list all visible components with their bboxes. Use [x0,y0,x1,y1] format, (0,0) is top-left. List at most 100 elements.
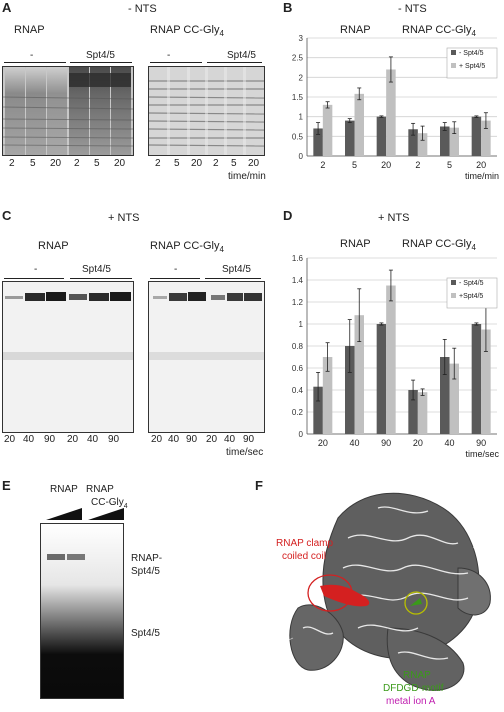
legend-swatch [451,293,456,298]
panel-a-right-minus: - [167,50,171,61]
bar [408,129,418,156]
bar [322,104,333,156]
panel-c-label: C [2,208,12,223]
panel-c-left-spt: Spt4/5 [82,264,111,275]
legend-swatch [451,63,456,68]
label-motif-2: DFDGD-motif [383,683,444,694]
panel-a-right-spt-bar [207,62,262,63]
panel-e-wedges [46,508,124,520]
y-tick-label: 0.6 [292,364,304,373]
y-tick-label: 1 [299,113,304,122]
y-tick-label: 2 [299,73,304,82]
lane-label: 90 [243,434,255,445]
bar [481,329,491,434]
chart-d: 00.20.40.60.811.21.41.620 40 90 20 40 90time/… [292,254,500,459]
gel-e [40,523,124,699]
bar [376,116,387,156]
legend-swatch [451,280,456,285]
concentration-wedge-1 [46,508,82,520]
gel-a-right [148,66,265,156]
x-tick-label: 90 [476,438,486,448]
panel-a-label: A [2,0,12,15]
concentration-wedge-2 [88,508,124,520]
bar [345,120,355,156]
lane-label: 5 [174,158,180,169]
panel-b-label: B [283,0,293,15]
active-site-circle [404,591,428,615]
panel-c-left-minus: - [34,264,38,275]
x-tick-label: 40 [349,438,359,448]
clamp-coiled-coil-helix [320,584,370,607]
bar [440,357,450,434]
gel-a-right-image [149,67,264,155]
panel-d-group-1: RNAP [340,238,371,250]
lane-label: 2 [213,158,219,169]
lane-label: 40 [168,434,180,445]
bar [440,126,450,156]
bar [449,127,459,156]
x-tick-label: 20 [381,160,391,170]
panel-c-left-title: RNAP [38,240,69,252]
bar [376,324,387,434]
panel-a-left-minus: - [30,50,34,61]
label-clamp-1: RNAP clamp [276,538,334,549]
lane-label: 20 [151,434,163,445]
lane-label: 5 [231,158,237,169]
gel-c-left [2,281,134,433]
gel-c-left-image [3,282,133,432]
bar [481,120,491,156]
bar [354,315,364,434]
lane-label: 20 [4,434,16,445]
bar [417,133,428,156]
panel-a-right-spt: Spt4/5 [227,50,256,61]
legend-label: - Spt4/5 [459,280,484,287]
x-axis-label: time/sec [465,449,499,459]
x-tick-label: 90 [381,438,391,448]
panel-c-left-spt-bar [70,278,132,279]
panel-d-label: D [283,208,293,223]
panel-d-condition: + NTS [378,212,410,224]
label-motif-1: RNAP [403,670,431,681]
panel-a-condition: - NTS [128,3,157,15]
bar [449,363,459,434]
lane-label: 40 [224,434,236,445]
panel-c-condition: + NTS [108,212,140,224]
lane-label: 5 [94,158,100,169]
x-tick-label: 2 [320,160,325,170]
lane-label: 20 [114,158,126,169]
bar [471,116,482,156]
panel-e-col2-line1: RNAP [86,484,114,495]
bar [386,69,396,156]
y-tick-label: 1.5 [292,93,304,102]
y-tick-label: 1.6 [292,254,304,263]
panel-e-label: E [2,478,11,493]
bar [313,386,323,434]
lane-label: 2 [9,158,15,169]
panel-c-right-minus-bar [150,278,200,279]
band-label-lower: Spt4/5 [131,628,160,639]
bar [354,93,364,156]
x-tick-label: 20 [476,160,486,170]
y-tick-label: 0 [299,430,304,439]
panel-c-right-minus: - [174,264,178,275]
rnap-structure [281,487,491,701]
band-label-upper-2: Spt4/5 [131,566,160,577]
bar [322,357,333,434]
y-tick-label: 0.5 [292,132,304,141]
lane-label: 2 [74,158,80,169]
band-label-upper-1: RNAP- [131,553,163,564]
panel-b-condition: - NTS [398,3,427,15]
panel-a-left-spt: Spt4/5 [86,50,115,61]
gel-a-left-image [3,67,133,155]
x-tick-label: 40 [444,438,454,448]
gel-c-right-image [149,282,264,432]
panel-c-right-spt-bar [205,278,261,279]
gel-c-right [148,281,265,433]
y-tick-label: 2.5 [292,54,304,63]
legend-label: +Spt4/5 [459,293,483,300]
x-axis-label: time/min [465,171,499,181]
panel-c-axis-unit: time/sec [226,447,264,458]
panel-c-left-minus-bar [4,278,64,279]
lane-label: 40 [87,434,99,445]
